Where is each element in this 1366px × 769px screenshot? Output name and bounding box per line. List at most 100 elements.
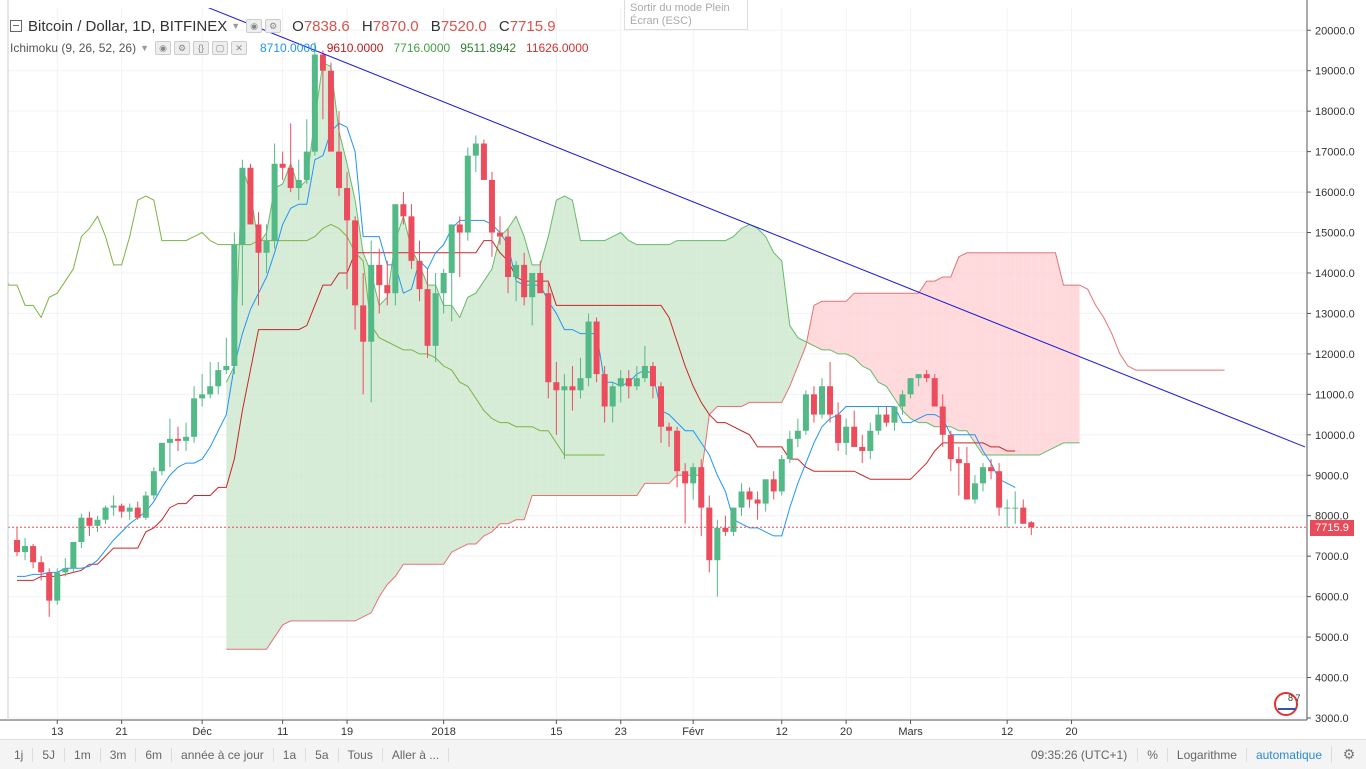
range-6m[interactable]: 6m xyxy=(136,747,173,762)
candle-body xyxy=(38,562,45,573)
settings-icon[interactable]: ⚙ xyxy=(174,41,190,55)
exit-fullscreen-hint[interactable]: Sortir du mode Plein Écran (ESC) xyxy=(624,0,748,30)
y-tick-label: 18000.0 xyxy=(1315,106,1355,118)
cloud-segment xyxy=(749,224,758,403)
candle-body xyxy=(843,426,850,443)
more-icon[interactable]: ▢ xyxy=(212,41,228,55)
candle-body xyxy=(601,374,608,407)
ichimoku-cloud xyxy=(226,62,1080,650)
cloud-segment xyxy=(1047,252,1056,451)
close-icon[interactable]: ✕ xyxy=(231,41,247,55)
tradingview-logo-icon: 8 7 xyxy=(1274,692,1301,716)
cloud-segment xyxy=(250,192,259,650)
cloud-segment xyxy=(652,244,661,484)
y-tick-label: 20000.0 xyxy=(1315,25,1355,37)
candle-body xyxy=(521,264,528,298)
senkou-span-b-line xyxy=(226,252,1225,650)
cloud-segment xyxy=(322,62,331,621)
candle-body xyxy=(344,188,351,221)
candle-body xyxy=(215,370,222,387)
range-5y[interactable]: 5a xyxy=(306,747,339,762)
candle-body xyxy=(1028,522,1035,528)
candle-body xyxy=(311,54,318,152)
candle-body xyxy=(545,293,552,383)
y-tick-label: 16000.0 xyxy=(1315,187,1355,199)
range-all[interactable]: Tous xyxy=(339,747,383,762)
y-tick-label: 3000.0 xyxy=(1315,713,1349,725)
candle-body xyxy=(666,426,673,431)
candle-body xyxy=(641,366,648,379)
chevron-down-icon[interactable]: ▼ xyxy=(231,21,241,31)
cloud-segment xyxy=(306,119,315,621)
kijun-value: 9610.0000 xyxy=(326,41,384,55)
range-1d[interactable]: 1j xyxy=(0,747,34,762)
settings-icon[interactable]: ⚙ xyxy=(265,19,282,33)
candle-body xyxy=(891,406,898,423)
candle-body xyxy=(561,386,568,391)
x-tick-label: 23 xyxy=(615,726,627,738)
collapse-icon[interactable] xyxy=(10,20,22,32)
y-tick-label: 5000.0 xyxy=(1315,632,1349,644)
candle-body xyxy=(835,414,842,443)
cloud-segment xyxy=(290,163,299,621)
chevron-down-icon[interactable]: ▼ xyxy=(140,43,149,53)
eye-icon[interactable]: ◉ xyxy=(246,19,263,33)
cloud-segment xyxy=(564,196,573,496)
cloud-segment xyxy=(508,216,517,524)
candle-body xyxy=(585,321,592,379)
candle-body xyxy=(271,163,278,241)
source-code-icon[interactable]: {} xyxy=(193,41,209,55)
cloud-segment xyxy=(298,179,307,621)
eye-icon[interactable]: ◉ xyxy=(155,41,171,55)
chikou-value: 7716.0000 xyxy=(393,41,451,55)
x-tick-label: 21 xyxy=(116,726,128,738)
cloud-segment xyxy=(258,232,267,650)
x-tick-label: 12 xyxy=(1001,726,1013,738)
bottom-toolbar: 1j 5J 1m 3m 6m année à ce jour 1a 5a Tou… xyxy=(0,739,1366,769)
candle-body xyxy=(497,232,503,237)
range-1m[interactable]: 1m xyxy=(65,747,101,762)
candle-body xyxy=(22,546,29,553)
candle-body xyxy=(488,179,495,233)
candle-body xyxy=(947,434,954,460)
candle-body xyxy=(529,272,536,298)
candle-body xyxy=(996,471,1003,508)
range-5d[interactable]: 5J xyxy=(33,747,66,762)
candle-body xyxy=(859,446,866,451)
range-3m[interactable]: 3m xyxy=(101,747,137,762)
gear-icon[interactable]: ⚙ xyxy=(1331,746,1366,763)
y-tick-label: 7000.0 xyxy=(1315,551,1349,563)
candle-body xyxy=(360,305,367,342)
goto-date-button[interactable]: Aller à ... xyxy=(383,747,450,762)
cloud-segment xyxy=(974,252,983,456)
candle-body xyxy=(875,414,882,431)
auto-scale-toggle[interactable]: automatique xyxy=(1245,747,1331,762)
cloud-segment xyxy=(459,297,468,549)
candle-body xyxy=(617,378,624,387)
candle-body xyxy=(569,386,576,391)
cloud-segment xyxy=(878,293,887,387)
cloud-segment xyxy=(282,163,291,625)
cloud-segment xyxy=(604,236,613,496)
senkou-b-value: 11626.0000 xyxy=(526,41,589,55)
cloud-segment xyxy=(242,167,251,650)
candle-body xyxy=(923,374,930,379)
range-1y[interactable]: 1a xyxy=(274,747,307,762)
range-ytd[interactable]: année à ce jour xyxy=(172,747,274,762)
cloud-segment xyxy=(234,167,243,650)
candle-body xyxy=(505,236,512,278)
cloud-segment xyxy=(314,62,323,621)
cloud-segment xyxy=(991,252,1000,456)
candle-body xyxy=(980,467,986,484)
cloud-segment xyxy=(854,293,863,367)
x-axis-labels: 13 21 Déc 11 19 2018 15 23 Févr 12 20 Mars 12 20 xyxy=(51,720,1078,738)
percent-scale-toggle[interactable]: % xyxy=(1137,747,1167,762)
log-scale-toggle[interactable]: Logarithme xyxy=(1166,747,1246,762)
cloud-segment xyxy=(339,131,348,621)
x-tick-label: 20 xyxy=(1065,726,1077,738)
candle-body xyxy=(384,285,391,294)
y-tick-label: 13000.0 xyxy=(1315,308,1355,320)
candle-body xyxy=(408,216,415,261)
candle-body xyxy=(907,378,914,395)
